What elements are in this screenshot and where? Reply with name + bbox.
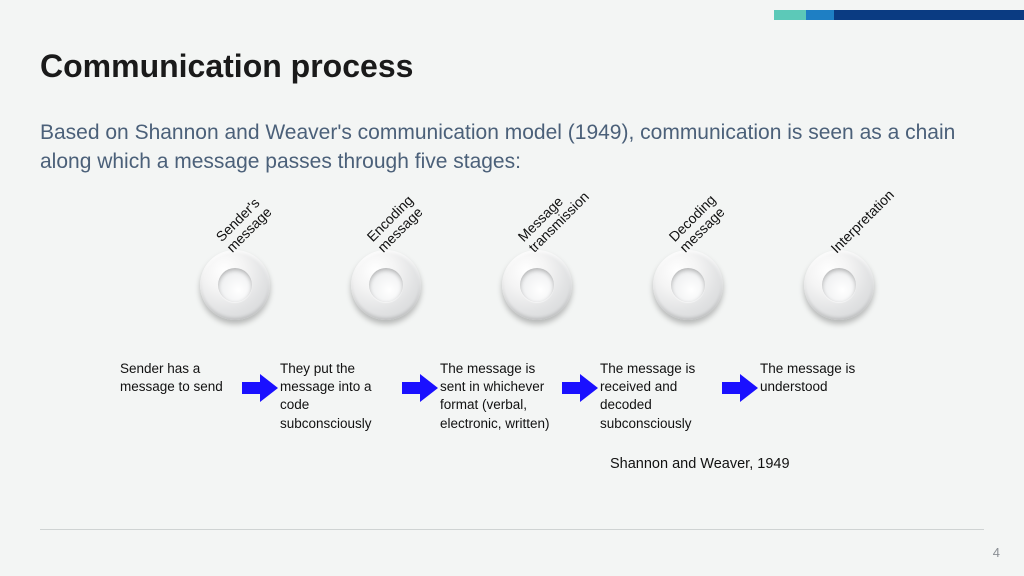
arrow xyxy=(240,360,280,402)
stage-description: The message is sent in whichever format … xyxy=(440,360,560,433)
arrow xyxy=(400,360,440,402)
ring-icon xyxy=(653,250,723,320)
ring-icon xyxy=(502,250,572,320)
accent-segment xyxy=(774,10,806,20)
divider xyxy=(40,529,984,530)
stage-ring: Messagetransmission xyxy=(502,250,572,320)
page-number: 4 xyxy=(993,545,1000,560)
stage-description: The message is understood xyxy=(760,360,880,396)
accent-segment xyxy=(806,10,834,20)
accent-bar xyxy=(774,10,1024,20)
citation: Shannon and Weaver, 1949 xyxy=(610,456,790,472)
stage-ring: Interpretation xyxy=(804,250,874,320)
arrow-right-icon xyxy=(722,374,758,402)
arrow xyxy=(720,360,760,402)
stage-label: Sender'smessage xyxy=(213,194,275,256)
arrow-right-icon xyxy=(562,374,598,402)
descriptions-row: Sender has a message to send They put the… xyxy=(0,360,1024,433)
page-subtitle: Based on Shannon and Weaver's communicat… xyxy=(40,118,984,177)
arrow xyxy=(560,360,600,402)
ring-icon xyxy=(804,250,874,320)
rings-row: Sender'smessage Encodingmessage Messagetra… xyxy=(0,250,1024,320)
ring-icon xyxy=(351,250,421,320)
stage-label: Encodingmessage xyxy=(364,193,427,256)
stage-ring: Encodingmessage xyxy=(351,250,421,320)
ring-icon xyxy=(200,250,270,320)
stage-description: Sender has a message to send xyxy=(120,360,240,396)
stage-label: Interpretation xyxy=(828,187,897,256)
arrow-right-icon xyxy=(402,374,438,402)
stage-label: Decodingmessage xyxy=(666,192,730,256)
stage-ring: Sender'smessage xyxy=(200,250,270,320)
accent-segment xyxy=(834,10,1024,20)
page-title: Communication process xyxy=(40,48,413,85)
arrow-right-icon xyxy=(242,374,278,402)
stage-description: The message is received and decoded subc… xyxy=(600,360,720,433)
stage-ring: Decodingmessage xyxy=(653,250,723,320)
stage-description: They put the message into a code subcons… xyxy=(280,360,400,433)
stage-label: Messagetransmission xyxy=(515,179,592,256)
